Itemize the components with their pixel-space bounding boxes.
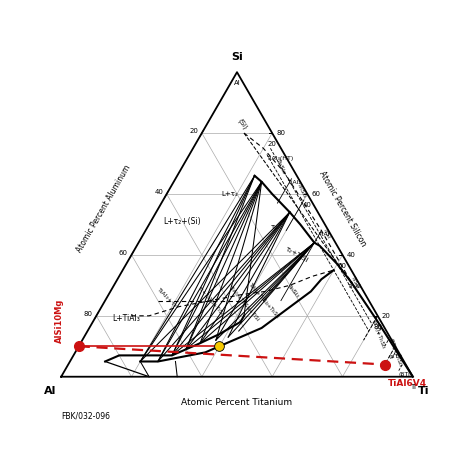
Text: 40: 40 [346, 252, 356, 258]
Text: (βTi): (βTi) [399, 372, 413, 377]
Text: Ti: Ti [418, 386, 429, 396]
Text: Ti₅Si₄: Ti₅Si₄ [296, 183, 308, 199]
Text: Al: Al [234, 80, 240, 86]
Text: L+τ₂+(Si): L+τ₂+(Si) [164, 217, 201, 226]
Text: (Si): (Si) [236, 117, 248, 131]
Text: 20: 20 [382, 313, 391, 319]
Text: TiAl₃(HT): TiAl₃(HT) [267, 156, 294, 161]
Text: 60: 60 [311, 191, 320, 197]
Text: L+τ₂: L+τ₂ [221, 191, 238, 197]
Text: Atomic Percent Silicon: Atomic Percent Silicon [317, 170, 368, 249]
Text: Ti₃Al: Ti₃Al [348, 284, 362, 289]
Text: τ₂+TiSi: τ₂+TiSi [284, 246, 309, 264]
Text: 20: 20 [268, 141, 277, 147]
Text: 80: 80 [84, 311, 93, 317]
Text: TiSi₂: TiSi₂ [350, 275, 360, 290]
Text: Ti₅Si₃: Ti₅Si₃ [275, 158, 287, 175]
Text: (βTi)+Ti₅Si₃: (βTi)+Ti₅Si₃ [388, 337, 403, 368]
Text: 60: 60 [338, 262, 347, 269]
Text: TiAl: TiAl [319, 232, 330, 237]
Text: TiAl₃+Ti₅Si₄+TiSi: TiAl₃+Ti₅Si₄+TiSi [228, 285, 260, 322]
Text: Ti₅Si₃: Ti₅Si₃ [286, 284, 301, 299]
Text: (αTi)+Ti₅Si₃: (αTi)+Ti₅Si₃ [370, 319, 385, 349]
Text: 40: 40 [303, 202, 312, 208]
Text: τ₂: τ₂ [270, 225, 277, 230]
Text: TiSi: TiSi [322, 228, 331, 239]
Text: Atomic Percent Titanium: Atomic Percent Titanium [182, 398, 292, 407]
Text: TiAl6V4: TiAl6V4 [388, 378, 428, 387]
Text: TiAl₂: TiAl₂ [288, 180, 302, 185]
Text: τ₂+TiAl₃+TiSi: τ₂+TiAl₃+TiSi [197, 285, 224, 316]
Text: Ti: Ti [410, 384, 416, 391]
Text: 80: 80 [276, 130, 285, 136]
Text: L+TiAl₃: L+TiAl₃ [112, 314, 140, 323]
Text: Atomic Percent Aluminum: Atomic Percent Aluminum [74, 164, 132, 254]
Text: 60: 60 [119, 250, 128, 256]
Text: FBK/032-096: FBK/032-096 [61, 412, 110, 421]
Text: Si: Si [231, 51, 243, 62]
Text: 20: 20 [190, 129, 198, 134]
Text: AlSi10Mg: AlSi10Mg [55, 299, 64, 343]
Text: 40: 40 [154, 189, 163, 195]
Text: (αTi): (αTi) [388, 354, 402, 359]
Text: 80: 80 [373, 323, 382, 330]
Text: TiAl₃+τ₂: TiAl₃+τ₂ [156, 287, 177, 308]
Text: Al: Al [44, 386, 56, 396]
Text: TiAl₃+Ti₅Si₃+Ti₅Si₄: TiAl₃+Ti₅Si₃+Ti₅Si₄ [247, 282, 280, 319]
